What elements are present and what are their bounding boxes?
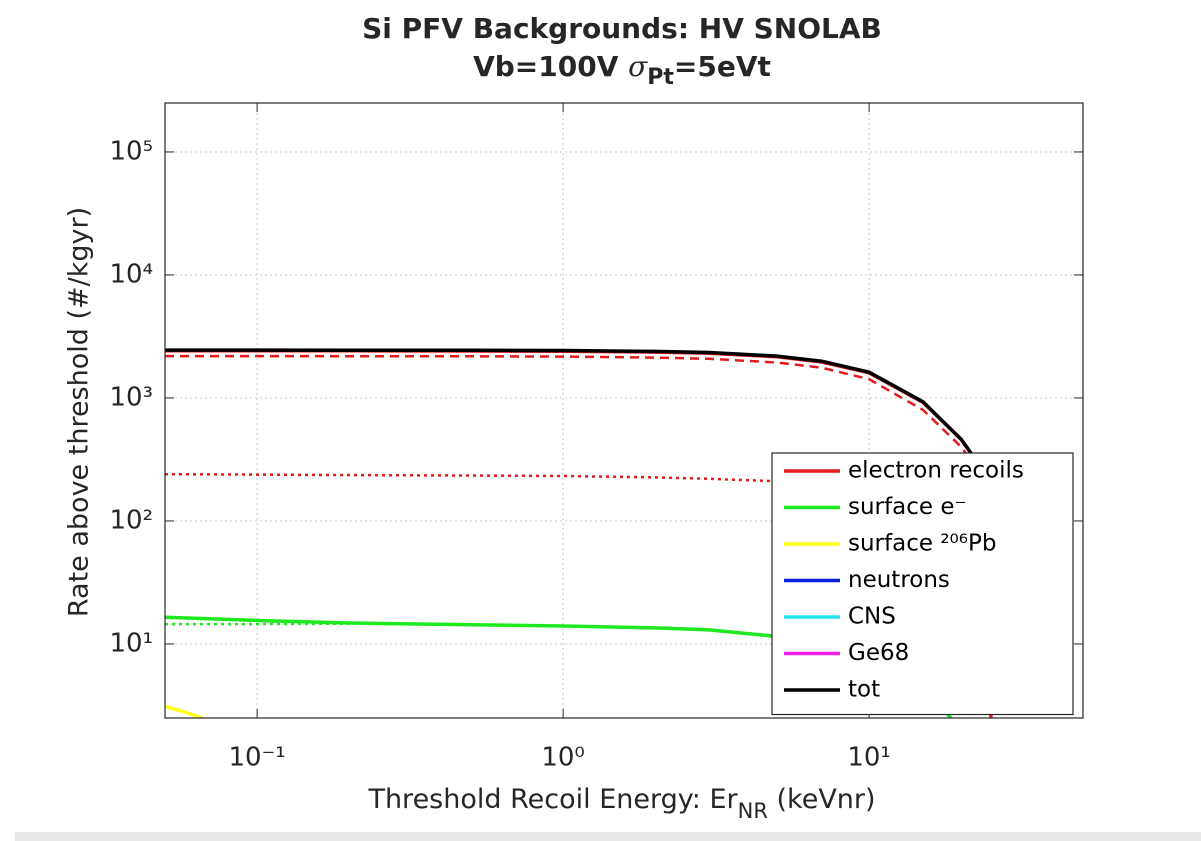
series-line [165,348,976,459]
xlabel-part: NR [738,799,768,823]
legend-box [771,452,1074,716]
x-axis-label: Threshold Recoil Energy: ErNR (keVnr) [367,784,875,824]
legend-label: neutrons [848,567,950,593]
xlabel-part: Threshold Recoil Energy: Er [367,784,738,815]
y-tick-label: 10³ [109,382,153,412]
axes-box [164,102,1084,719]
subtitle-part: =5eVt [674,50,771,83]
legend-label: Ge68 [848,640,909,666]
subtitle-part: Pt [647,65,674,90]
subtitle-part: Vb=100V [473,50,628,83]
x-tick-label: 10⁰ [541,743,585,773]
legend-label: electron recoils [848,458,1024,484]
legend-label: surface e⁻ [848,494,967,520]
series-line [165,354,975,465]
x-tick-label: 10⁻¹ [228,743,285,773]
y-tick-label: 10⁴ [109,259,153,289]
x-tick-label: 10¹ [847,743,891,773]
y-axis-label: Rate above threshold (#/kgyr) [64,207,95,617]
chart-title: Si PFV Backgrounds: HV SNOLAB [362,12,882,45]
y-tick-label: 10¹ [109,628,153,658]
legend: electron recoils surface e⁻ surface ²⁰⁶Pb n… [771,452,1074,716]
bottom-bar [15,832,1201,841]
chart-subtitle: Vb=100V σPt=5eVt [473,50,771,91]
series-line [165,704,203,718]
y-tick-label: 10⁵ [109,136,153,166]
legend-label: tot [848,677,880,703]
legend-label: CNS [848,604,896,630]
y-tick-label: 10² [109,505,153,535]
series-line [165,472,778,483]
subtitle-part: σ [628,50,648,83]
legend-label: surface ²⁰⁶Pb [848,531,996,557]
xlabel-part: (keVnr) [768,784,876,815]
